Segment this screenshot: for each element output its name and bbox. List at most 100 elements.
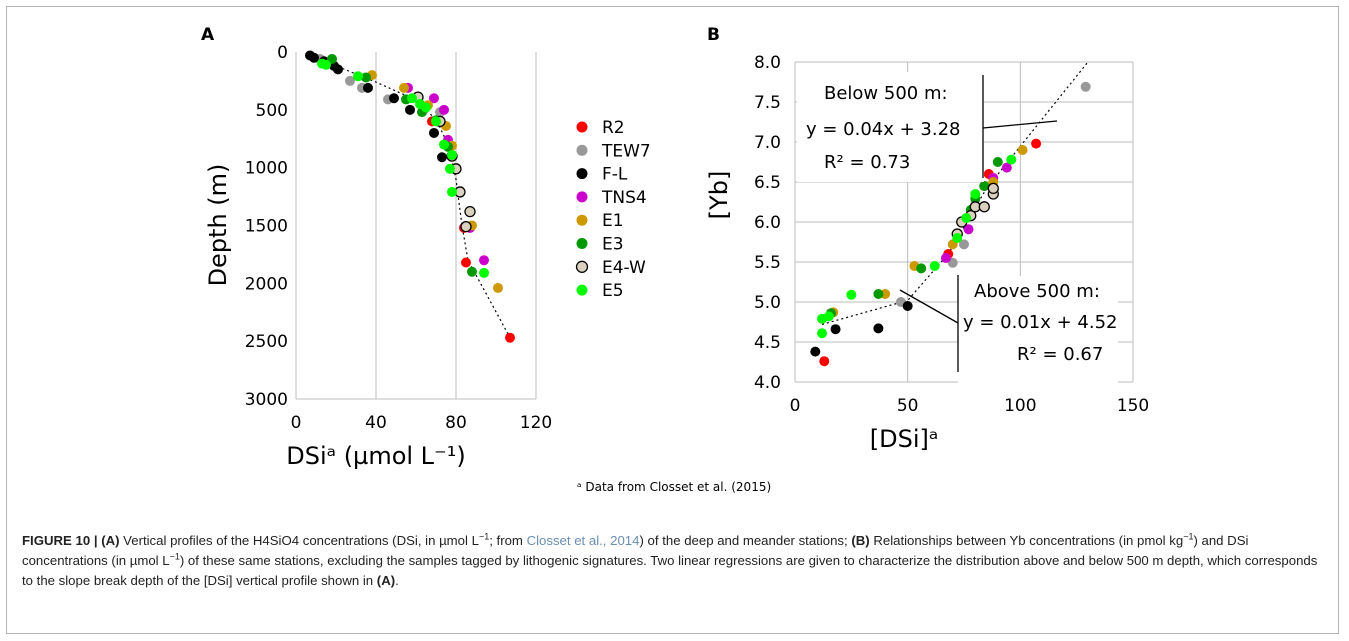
legend-label-f-l: F-L — [602, 165, 628, 185]
panel-a-point-e5 — [353, 71, 363, 82]
panel-b-point-e4-w — [978, 201, 990, 213]
panel-b-point-e5 — [846, 289, 857, 300]
panel-a-point-f-l — [309, 52, 319, 63]
panel-b-y-tick-label: 6.5 — [754, 173, 781, 193]
annotation-above-r2: R² = 0.67 — [1017, 344, 1103, 365]
panel-a-point-e5 — [445, 163, 455, 174]
caption-reference-link[interactable]: Closset et al., 2014 — [526, 533, 640, 548]
panel-b-point-e3 — [992, 157, 1003, 167]
panel-a-point-tew7 — [345, 75, 355, 86]
annotation-below-equation: y = 0.04x + 3.28 — [806, 119, 961, 140]
caption-part3: ) of the deep and meander stations; — [639, 533, 852, 548]
panel-a-x-tick-label: 80 — [445, 413, 467, 433]
legend-label-r2: R2 — [602, 118, 625, 138]
panel-b-point-tns4 — [963, 224, 974, 235]
panel-a-point-tns4 — [479, 255, 489, 266]
panel-a-grid — [295, 52, 537, 400]
legend-marker-e3 — [576, 238, 588, 249]
panel-b-y-tick-label: 6.0 — [754, 213, 781, 233]
panel-b-point-e5 — [817, 328, 828, 339]
panel-a-y-tick-label: 1000 — [245, 159, 288, 179]
caption-sup2: −1 — [1183, 531, 1194, 542]
panel-b-y-tick-label: 7.0 — [754, 133, 781, 153]
panel-b-point-tns4 — [1001, 162, 1012, 173]
panel-b-point-e5 — [952, 233, 963, 243]
panel-b: B 0 50 100 150 4.04.55.05.56.06.57.07.58.0 … — [705, 25, 1149, 453]
panel-a-point-tns4 — [429, 93, 439, 104]
panel-a-y-tick-label: 2000 — [245, 274, 288, 294]
panel-a-x-ticks: 0 40 80 120 — [291, 413, 553, 433]
caption-part2: ; from — [489, 533, 527, 548]
panel-a-point-e5 — [447, 186, 457, 197]
panel-b-x-tick-label: 150 — [1117, 396, 1149, 416]
annotation-above-equation: y = 0.01x + 4.52 — [963, 312, 1118, 333]
caption-a-label: (A) — [101, 533, 120, 548]
legend-label-e5: E5 — [602, 281, 624, 301]
legend-marker-f-l — [576, 168, 588, 180]
panel-b-y-tick-label: 4.0 — [754, 373, 781, 393]
panel-a-point-e1 — [493, 282, 503, 293]
legend-marker-e4-w — [575, 260, 589, 273]
footnote: ᵃ Data from Closset et al. (2015) — [577, 480, 771, 494]
figure-caption: FIGURE 10 | (A) Vertical profiles of the… — [22, 531, 1322, 591]
panel-a-x-tick-label: 0 — [291, 413, 302, 433]
panel-a-point-e1 — [399, 82, 409, 93]
annotation-below-r2: R² = 0.73 — [824, 152, 910, 173]
panel-b-point-tew7 — [959, 239, 969, 250]
panel-a-label: A — [201, 25, 215, 45]
panel-b-point-e5 — [961, 213, 972, 223]
legend-marker-tew7 — [576, 144, 588, 156]
annotation-above-500: Above 500 m: y = 0.01x + 4.52 R² = 0.67 — [899, 275, 1118, 384]
legend-marker-e5 — [576, 284, 588, 296]
panel-a-point-e5 — [479, 267, 489, 278]
legend-label-tew7: TEW7 — [601, 141, 651, 161]
caption-a-label-end: (A) — [376, 573, 396, 588]
caption-part4: Relationships between Yb concentrations … — [869, 533, 1184, 548]
legend-marker-e1 — [576, 214, 588, 226]
annotation-above-pointer — [899, 289, 959, 324]
panel-a-point-f-l — [333, 64, 343, 75]
panel-a-y-tick-label: 2500 — [245, 332, 288, 352]
panel-a-point-e5 — [431, 116, 441, 127]
panel-a-point-e3 — [467, 266, 477, 277]
caption-sup1: −1 — [478, 531, 490, 542]
legend-marker-r2 — [576, 121, 588, 133]
panel-b-label: B — [707, 25, 720, 45]
panel-a-point-tns4 — [439, 104, 449, 115]
panel-a-point-e4-w — [464, 205, 476, 218]
panel-a-point-e5 — [439, 139, 449, 150]
caption-sup3: −1 — [169, 551, 180, 562]
panel-a-y-tick-label: 3000 — [245, 390, 288, 410]
panel-b-y-tick-label: 5.5 — [754, 253, 781, 273]
panel-b-point-f-l — [902, 301, 913, 311]
panel-b-point-e1 — [1017, 145, 1028, 155]
panel-a-trend-line — [309, 54, 511, 338]
legend-label-tns4: TNS4 — [601, 188, 647, 208]
panel-a-point-r2 — [461, 257, 471, 268]
panel-a-x-axis-title: DSiᵃ (µmol L⁻¹) — [286, 442, 465, 470]
panel-b-y-tick-label: 8.0 — [754, 53, 781, 73]
caption-part6: ) of these same stations, excluding the … — [22, 553, 1318, 588]
panel-a-point-r2 — [505, 332, 515, 343]
panel-a-point-e5 — [321, 59, 331, 70]
caption-part5: ) and DSi concentrations (in µmol L — [22, 533, 1249, 568]
caption-end: . — [395, 573, 399, 588]
legend-label-e4-w: E4-W — [602, 258, 646, 278]
panel-a-point-f-l — [405, 104, 415, 115]
panel-a-y-axis-title: Depth (m) — [204, 164, 232, 287]
panel-a-trend-polyline — [309, 54, 511, 338]
annotation-below-500: Below 500 m: y = 0.04x + 3.28 R² = 0.73 — [797, 72, 1058, 182]
panel-a-y-tick-label: 500 — [256, 101, 288, 121]
panel-b-point-tns4 — [940, 253, 951, 263]
panel-b-point-r2 — [819, 356, 830, 367]
panel-b-point-f-l — [810, 346, 821, 357]
annotation-below-bg — [797, 72, 984, 182]
panel-a-y-tick-label: 0 — [277, 43, 288, 63]
panel-b-y-tick-label: 7.5 — [754, 93, 781, 113]
panel-a-point-e3 — [361, 72, 371, 83]
panel-a-point-f-l — [363, 82, 373, 93]
panel-a-point-e4-w — [460, 221, 472, 233]
panel-b-point-e5 — [823, 311, 834, 322]
annotation-below-title: Below 500 m: — [824, 83, 948, 104]
